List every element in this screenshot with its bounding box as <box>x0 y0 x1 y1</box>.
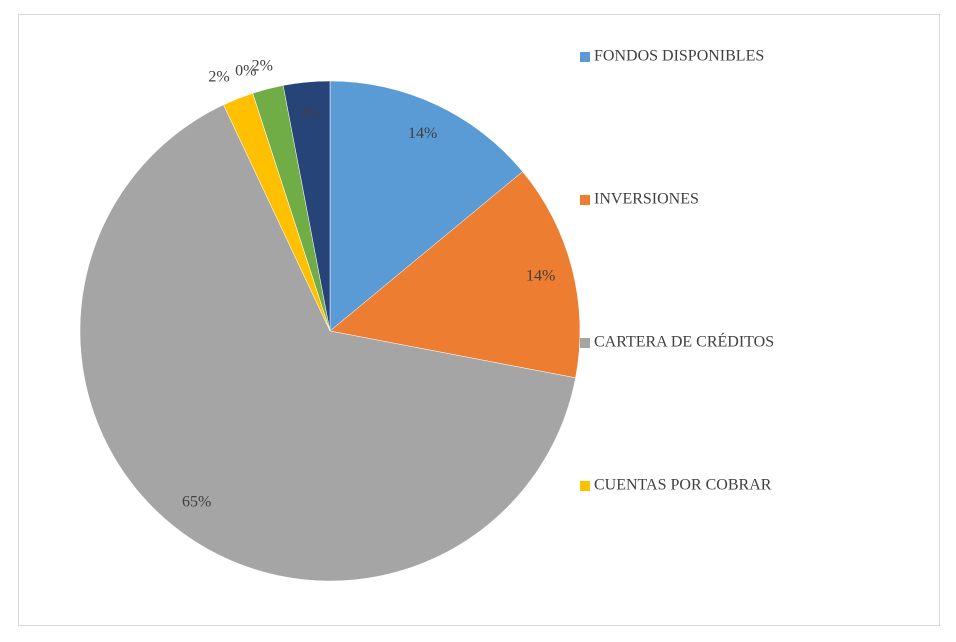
data-label: 2% <box>252 58 273 75</box>
legend-label: INVERSIONES <box>594 191 699 208</box>
legend-swatch <box>580 481 590 491</box>
data-label: 14% <box>408 125 437 142</box>
legend-swatch <box>580 52 590 62</box>
data-label: 65% <box>182 494 211 511</box>
pie-slice <box>282 80 331 332</box>
pie-slice <box>79 104 576 582</box>
legend-label: FONDOS DISPONIBLES <box>594 48 764 65</box>
data-label: 2% <box>208 68 229 85</box>
data-label: 3% <box>299 105 320 122</box>
pie-slice <box>329 80 523 332</box>
legend-label: CARTERA DE CRÉDITOS <box>594 332 774 351</box>
data-label: 14% <box>526 268 555 285</box>
legend-swatch <box>580 338 590 348</box>
pie-slice <box>329 171 581 379</box>
legend-swatch <box>580 195 590 205</box>
data-label: 0% <box>235 63 256 80</box>
legend-label: CUENTAS POR COBRAR <box>594 477 772 494</box>
